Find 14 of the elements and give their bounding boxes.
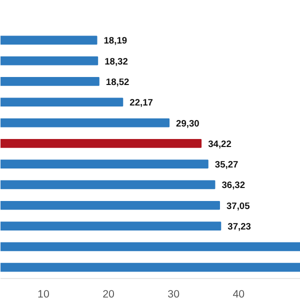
data-label: 34,22 bbox=[208, 138, 232, 149]
data-label: 18,19 bbox=[104, 36, 128, 46]
x-tick-label: 20 bbox=[102, 288, 115, 300]
data-label: 36,32 bbox=[222, 180, 246, 190]
data-label: 29,30 bbox=[176, 118, 200, 128]
x-tick-label: 30 bbox=[168, 288, 180, 300]
data-label: 37,23 bbox=[228, 222, 251, 232]
data-label: 35,27 bbox=[214, 160, 238, 170]
data-label: 18,52 bbox=[106, 76, 130, 87]
x-tick-label: 40 bbox=[232, 288, 245, 300]
data-label: 18,32 bbox=[104, 56, 128, 66]
x-tick-label: 10 bbox=[38, 288, 50, 300]
data-label: 22,17 bbox=[130, 98, 153, 108]
data-label: 37,05 bbox=[226, 200, 250, 211]
